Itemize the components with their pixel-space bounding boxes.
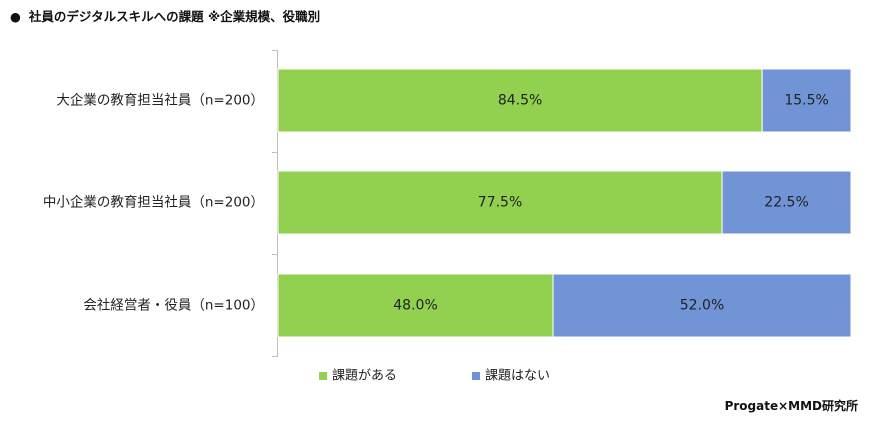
legend-label: 課題はない — [485, 368, 550, 384]
legend-swatch-has-issue — [319, 372, 327, 380]
bar-has-issue — [277, 273, 554, 338]
source-credit: Progate×MMD研究所 — [724, 399, 858, 413]
data-label: 77.5% — [478, 195, 522, 211]
bar-has-issue — [277, 68, 763, 133]
chart-title-text: 社員のデジタルスキルへの課題 ※企業規模、役職別 — [28, 9, 321, 24]
chart-title: ● 社員のデジタルスキルへの課題 ※企業規模、役職別 — [10, 6, 320, 25]
bar-no-issue — [552, 273, 852, 338]
legend-label: 課題がある — [332, 368, 397, 384]
data-label: 48.0% — [393, 298, 437, 314]
data-label: 22.5% — [764, 195, 808, 211]
bar-no-issue — [761, 68, 852, 133]
bullet-icon: ● — [10, 9, 21, 24]
bar-has-issue — [277, 170, 723, 235]
bar-no-issue — [721, 170, 852, 235]
category-label: 中小企業の教育担当社員（n=200） — [43, 194, 264, 211]
data-label: 15.5% — [784, 93, 828, 109]
legend-swatch-no-issue — [472, 372, 480, 380]
data-label: 84.5% — [498, 93, 542, 109]
data-label: 52.0% — [680, 298, 724, 314]
category-label: 大企業の教育担当社員（n=200） — [56, 92, 264, 109]
category-label: 会社経営者・役員（n=100） — [83, 298, 264, 314]
